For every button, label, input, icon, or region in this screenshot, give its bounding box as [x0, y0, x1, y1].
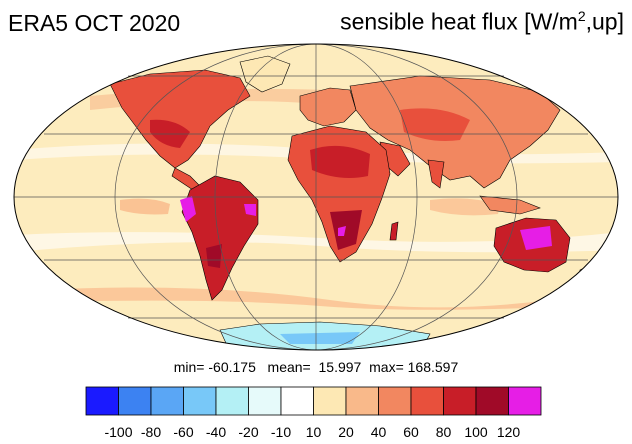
legend-swatch-2	[150, 386, 184, 416]
legend-swatch-4	[215, 386, 249, 416]
stats-line: min= -60.175 mean= 15.997 max= 168.597	[0, 359, 632, 375]
india	[427, 159, 445, 189]
stats-min-value: -60.175	[208, 359, 256, 375]
legend-boxes	[85, 386, 542, 416]
stats-mean-value: 15.997	[318, 359, 362, 375]
legend-swatch-8	[345, 386, 379, 416]
stats-max-value: 168.597	[407, 359, 459, 375]
legend-labels: -100 -80 -60 -40 -20 -10 10 20 40 60 80 100 120	[104, 424, 520, 440]
legend-swatch-10	[410, 386, 444, 416]
ocean-band-south	[14, 232, 618, 253]
variable-title-exponent: 2	[577, 8, 586, 24]
graticule	[14, 43, 618, 351]
legend-swatch-12	[475, 386, 509, 416]
stats-min-label: min=	[173, 359, 205, 375]
legend-swatch-5	[248, 386, 282, 416]
north-america	[109, 69, 251, 169]
legend-tick-label: 40	[371, 424, 387, 440]
legend-tick-label: 60	[403, 424, 419, 440]
south-america-max-west	[180, 196, 196, 222]
south-america-core	[206, 244, 222, 268]
legend-tick-label: 100	[464, 424, 488, 440]
world-map	[13, 43, 619, 351]
legend-tick-label: 20	[338, 424, 354, 440]
stats-max-label: max=	[369, 359, 404, 375]
map-outline	[13, 43, 619, 351]
legend-swatch-6	[280, 386, 314, 416]
legend-swatch-11	[443, 386, 477, 416]
australia-max	[520, 226, 552, 250]
legend-tick-label: -100	[104, 424, 132, 440]
indian-patch	[430, 198, 500, 216]
europe	[299, 87, 357, 127]
legend-swatch-0	[85, 386, 119, 416]
legend-tick-label: 10	[306, 424, 322, 440]
indonesia	[479, 195, 541, 215]
legend-swatch-7	[313, 386, 347, 416]
legend-tick-label: 120	[497, 424, 521, 440]
variable-title-suffix: ,up]	[585, 8, 624, 35]
legend-tick-label: -60	[173, 424, 193, 440]
variable-title-main: sensible heat flux [W/m	[340, 8, 578, 35]
map-body	[14, 44, 618, 350]
legend-swatch-3	[183, 386, 217, 416]
legend-tick-label: -10	[271, 424, 291, 440]
legend-tick-label: -20	[238, 424, 258, 440]
legend-swatch-9	[378, 386, 412, 416]
legend-swatch-1	[118, 386, 152, 416]
legend-tick-label: 80	[436, 424, 452, 440]
pacific-patch	[120, 198, 170, 215]
map-title: ERA5 OCT 2020	[8, 10, 181, 36]
antarctica-cold	[280, 332, 360, 344]
asia-interior	[400, 108, 470, 141]
greenland	[239, 55, 291, 93]
southern-africa	[330, 210, 362, 250]
africa-max	[338, 226, 346, 236]
southern-ocean-band	[40, 287, 600, 310]
sahara	[310, 145, 370, 178]
south-america	[181, 175, 259, 301]
madagascar	[389, 221, 399, 241]
stats-mean-label: mean=	[267, 359, 311, 375]
legend-tick-label: -40	[206, 424, 226, 440]
legend-swatch-13	[508, 386, 542, 416]
variable-title: sensible heat flux [W/m2,up]	[340, 8, 624, 36]
south-america-max-east	[244, 204, 256, 216]
legend-tick-label: -80	[141, 424, 161, 440]
